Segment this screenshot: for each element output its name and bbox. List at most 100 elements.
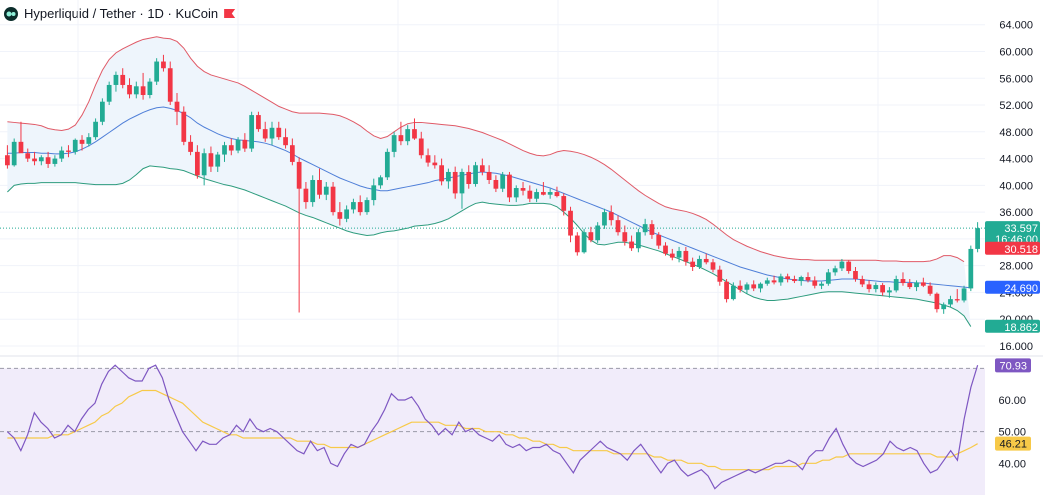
candle[interactable] bbox=[32, 151, 37, 166]
candle[interactable] bbox=[588, 226, 594, 243]
candle[interactable] bbox=[452, 166, 458, 199]
candle[interactable] bbox=[188, 135, 193, 156]
candle[interactable] bbox=[690, 257, 696, 272]
candle[interactable] bbox=[887, 287, 892, 298]
candle[interactable] bbox=[256, 111, 261, 132]
candle[interactable] bbox=[72, 138, 78, 155]
candle[interactable] bbox=[133, 81, 139, 99]
candle[interactable] bbox=[167, 61, 173, 106]
candle[interactable] bbox=[751, 280, 757, 292]
candle[interactable] bbox=[357, 195, 363, 216]
candle[interactable] bbox=[66, 145, 71, 158]
candle[interactable] bbox=[900, 272, 906, 286]
candle[interactable] bbox=[45, 151, 51, 168]
candle[interactable] bbox=[859, 275, 865, 288]
candle[interactable] bbox=[235, 137, 241, 154]
candle[interactable] bbox=[493, 175, 499, 193]
candle[interactable] bbox=[222, 141, 227, 162]
candle[interactable] bbox=[683, 246, 689, 266]
chart-title-bar[interactable]: Hyperliquid / Tether · 1D · KuCoin bbox=[4, 6, 236, 21]
candle[interactable] bbox=[344, 205, 350, 223]
candle[interactable] bbox=[174, 92, 180, 126]
candle[interactable] bbox=[120, 68, 126, 89]
candle[interactable] bbox=[249, 111, 255, 152]
candle[interactable] bbox=[507, 171, 512, 203]
candle[interactable] bbox=[602, 208, 607, 229]
candle[interactable] bbox=[323, 182, 329, 201]
candle[interactable] bbox=[771, 275, 777, 285]
candle[interactable] bbox=[283, 128, 288, 149]
candle[interactable] bbox=[819, 281, 824, 290]
candle[interactable] bbox=[310, 175, 316, 207]
candle[interactable] bbox=[805, 272, 811, 283]
candle[interactable] bbox=[968, 245, 974, 292]
candle[interactable] bbox=[330, 182, 336, 216]
candle[interactable] bbox=[276, 121, 282, 140]
candle[interactable] bbox=[486, 165, 492, 185]
candle[interactable] bbox=[364, 197, 370, 215]
candle[interactable] bbox=[378, 175, 383, 189]
candle[interactable] bbox=[941, 302, 947, 314]
candle[interactable] bbox=[934, 292, 940, 313]
candle[interactable] bbox=[635, 228, 641, 253]
candle[interactable] bbox=[425, 148, 431, 167]
candle[interactable] bbox=[703, 253, 709, 265]
candle[interactable] bbox=[561, 193, 567, 216]
candle[interactable] bbox=[201, 148, 207, 186]
candle[interactable] bbox=[927, 282, 933, 296]
candle[interactable] bbox=[737, 280, 743, 293]
candle[interactable] bbox=[391, 131, 397, 158]
candle[interactable] bbox=[893, 275, 899, 293]
candle[interactable] bbox=[595, 222, 601, 243]
candle[interactable] bbox=[907, 279, 913, 290]
candle[interactable] bbox=[669, 248, 675, 261]
candle[interactable] bbox=[520, 182, 526, 196]
candle[interactable] bbox=[656, 232, 662, 249]
candle[interactable] bbox=[866, 280, 872, 293]
candle[interactable] bbox=[18, 121, 24, 154]
candle[interactable] bbox=[439, 158, 444, 186]
candle[interactable] bbox=[181, 106, 187, 146]
flag-icon[interactable] bbox=[224, 9, 236, 18]
candle[interactable] bbox=[303, 182, 309, 209]
candle[interactable] bbox=[954, 289, 960, 303]
candle[interactable] bbox=[127, 78, 132, 99]
candle[interactable] bbox=[792, 275, 797, 284]
candle[interactable] bbox=[961, 285, 967, 303]
candle[interactable] bbox=[140, 72, 146, 100]
candle[interactable] bbox=[798, 275, 804, 286]
candle[interactable] bbox=[649, 220, 655, 239]
candle[interactable] bbox=[106, 81, 112, 106]
candle[interactable] bbox=[398, 121, 404, 146]
candle[interactable] bbox=[914, 280, 919, 292]
candle[interactable] bbox=[880, 283, 885, 296]
candle[interactable] bbox=[764, 277, 770, 286]
candle[interactable] bbox=[79, 135, 85, 151]
candle[interactable] bbox=[418, 131, 424, 159]
candle[interactable] bbox=[541, 182, 546, 196]
candle[interactable] bbox=[432, 155, 438, 169]
candle[interactable] bbox=[724, 279, 729, 303]
candle[interactable] bbox=[975, 222, 980, 253]
candle[interactable] bbox=[642, 218, 648, 236]
candle[interactable] bbox=[622, 225, 628, 246]
candle[interactable] bbox=[405, 125, 411, 146]
candle[interactable] bbox=[100, 98, 105, 126]
candle[interactable] bbox=[269, 121, 275, 146]
candle[interactable] bbox=[554, 186, 560, 198]
candle[interactable] bbox=[93, 118, 98, 140]
candle[interactable] bbox=[534, 188, 539, 203]
candle[interactable] bbox=[446, 168, 451, 189]
candle[interactable] bbox=[194, 145, 200, 179]
candle[interactable] bbox=[38, 155, 44, 166]
candle[interactable] bbox=[154, 58, 160, 85]
candle[interactable] bbox=[228, 138, 234, 156]
candle[interactable] bbox=[479, 158, 485, 176]
candle[interactable] bbox=[581, 228, 587, 254]
candle[interactable] bbox=[25, 148, 31, 162]
candle[interactable] bbox=[615, 215, 621, 236]
candle[interactable] bbox=[242, 133, 248, 152]
candle[interactable] bbox=[473, 161, 478, 187]
candle[interactable] bbox=[744, 282, 750, 294]
candle[interactable] bbox=[113, 71, 119, 92]
